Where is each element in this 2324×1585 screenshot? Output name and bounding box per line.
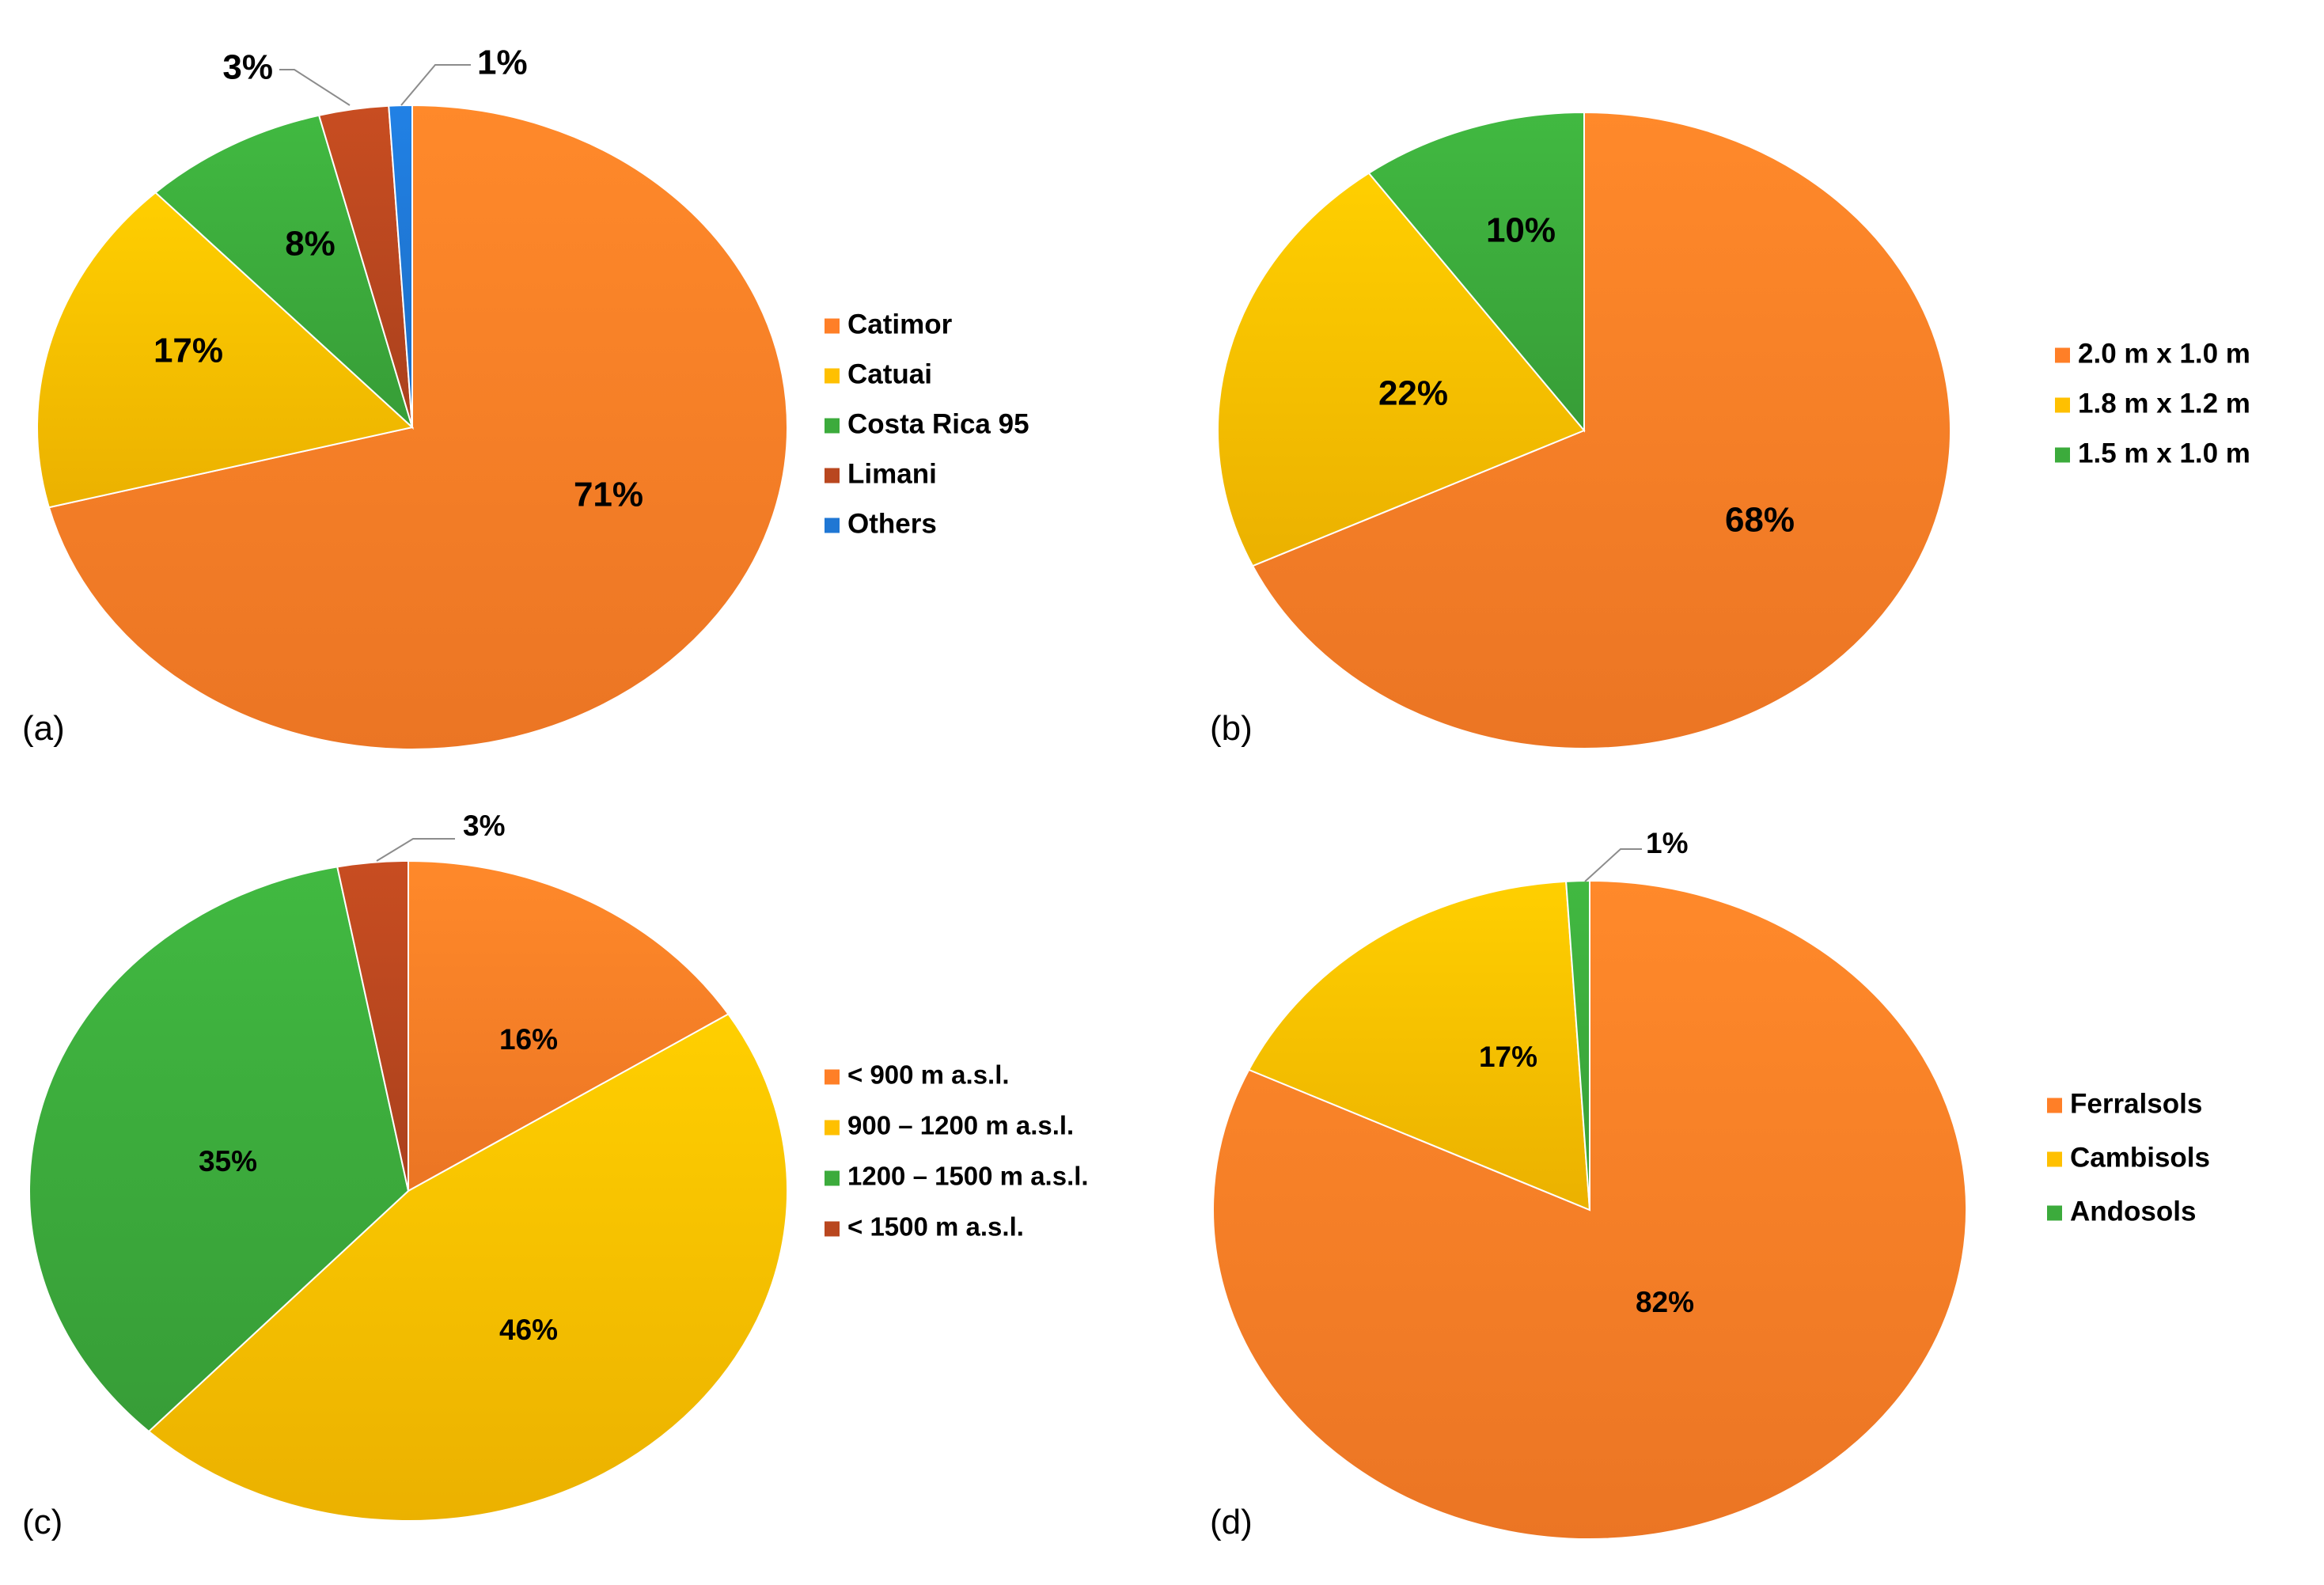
pie-slice-andosols <box>1565 879 1590 1211</box>
legend-label: Catimor <box>847 309 953 339</box>
pie-slice-catuai <box>36 191 415 509</box>
data-label: 1% <box>477 44 528 82</box>
legend-swatch <box>825 1069 840 1085</box>
callout-line <box>279 69 351 106</box>
legend-label: < 900 m a.s.l. <box>847 1060 1010 1090</box>
legend-label: Catuai <box>847 358 932 389</box>
legend-swatch <box>825 518 840 533</box>
legend-swatch <box>825 318 840 334</box>
data-label: 3% <box>463 810 505 842</box>
legend-label: 1200 – 1500 m a.s.l. <box>847 1162 1089 1191</box>
pie-slice-costa-rica-95 <box>154 114 414 430</box>
data-label: 46% <box>499 1314 558 1346</box>
callout-line <box>376 838 455 862</box>
pie-chart-d: 82% 17% 1% Ferralsols Cambisols Andosols (d) <box>1210 827 2210 1541</box>
data-label: 10% <box>1486 211 1556 250</box>
legend: Ferralsols Cambisols Andosols <box>2047 1088 2210 1227</box>
data-label: 17% <box>154 332 223 370</box>
legend-label: 900 – 1200 m a.s.l. <box>847 1111 1074 1140</box>
pie-slice-others <box>388 104 413 428</box>
pie-chart-c: 16% 46% 35% 3% < 900 m a.s.l. 900 – 1200 m a.… <box>22 810 1089 1541</box>
legend-label: < 1500 m a.s.l. <box>847 1212 1024 1242</box>
pie-slice-900-1200-m-a-s-l <box>147 1013 788 1522</box>
legend-label: 2.0 m x 1.0 m <box>2078 338 2250 369</box>
data-label: 16% <box>499 1023 558 1056</box>
legend-swatch <box>825 418 840 434</box>
pie-slice-catimor <box>47 104 788 750</box>
data-label: 71% <box>574 476 643 514</box>
panel-label: (b) <box>1210 709 1253 748</box>
legend-label: Cambisols <box>2070 1142 2210 1173</box>
legend-label: Andosols <box>2070 1196 2196 1227</box>
legend: Catimor Catuai Costa Rica 95 Limani Others <box>825 309 1029 539</box>
data-label: 22% <box>1378 374 1448 413</box>
pie-slice-1-8-m-x-1-2-m <box>1217 172 1586 567</box>
legend-swatch <box>825 1120 840 1136</box>
legend-swatch <box>2047 1151 2062 1167</box>
legend-swatch <box>2047 1205 2062 1221</box>
data-label: 35% <box>199 1145 257 1177</box>
legend-swatch <box>825 1221 840 1237</box>
data-label: 68% <box>1725 501 1795 540</box>
legend-swatch <box>2055 397 2070 413</box>
legend-swatch <box>2055 347 2070 363</box>
legend-swatch <box>2055 447 2070 463</box>
legend: < 900 m a.s.l. 900 – 1200 m a.s.l. 1200 – … <box>825 1060 1089 1242</box>
pie-chart-a: 71% 17% 8% 3% 1% Catimor Catuai Costa Rica 95 Li… <box>22 44 1029 750</box>
callout-line <box>400 64 471 106</box>
pie-slice-1500-m-a-s-l <box>336 859 409 1192</box>
legend-label: Costa Rica 95 <box>847 408 1029 439</box>
legend-label: 1.8 m x 1.2 m <box>2078 388 2250 419</box>
legend-swatch <box>825 368 840 384</box>
pie-slice-900-m-a-s-l <box>408 859 730 1193</box>
legend-label: 1.5 m x 1.0 m <box>2078 438 2250 468</box>
callout-line <box>1584 848 1642 882</box>
data-label: 3% <box>222 48 273 87</box>
panel-label: (d) <box>1210 1503 1253 1541</box>
legend: 2.0 m x 1.0 m 1.8 m x 1.2 m 1.5 m x 1.0 m <box>2055 338 2250 468</box>
pie-slice-1-5-m-x-1-0-m <box>1367 111 1585 433</box>
panel-label: (a) <box>22 709 65 748</box>
legend-label: Limani <box>847 458 937 489</box>
data-label: 8% <box>285 225 336 264</box>
data-label: 1% <box>1646 827 1688 859</box>
pie-slice-2-0-m-x-1-0-m <box>1251 111 1951 749</box>
legend-swatch <box>825 468 840 483</box>
pie-slice-1200-1500-m-a-s-l <box>28 866 410 1433</box>
legend-swatch <box>2047 1098 2062 1113</box>
legend-swatch <box>825 1170 840 1186</box>
legend-label: Ferralsols <box>2070 1088 2202 1119</box>
pie-chart-b: 68% 22% 10% 2.0 m x 1.0 m 1.8 m x 1.2 m 1.5 m… <box>1210 111 2250 749</box>
data-label: 17% <box>1479 1041 1537 1073</box>
data-label: 82% <box>1636 1286 1694 1318</box>
legend-label: Others <box>847 508 937 539</box>
panel-label: (c) <box>22 1503 63 1541</box>
pie-slice-cambisols <box>1247 880 1591 1212</box>
